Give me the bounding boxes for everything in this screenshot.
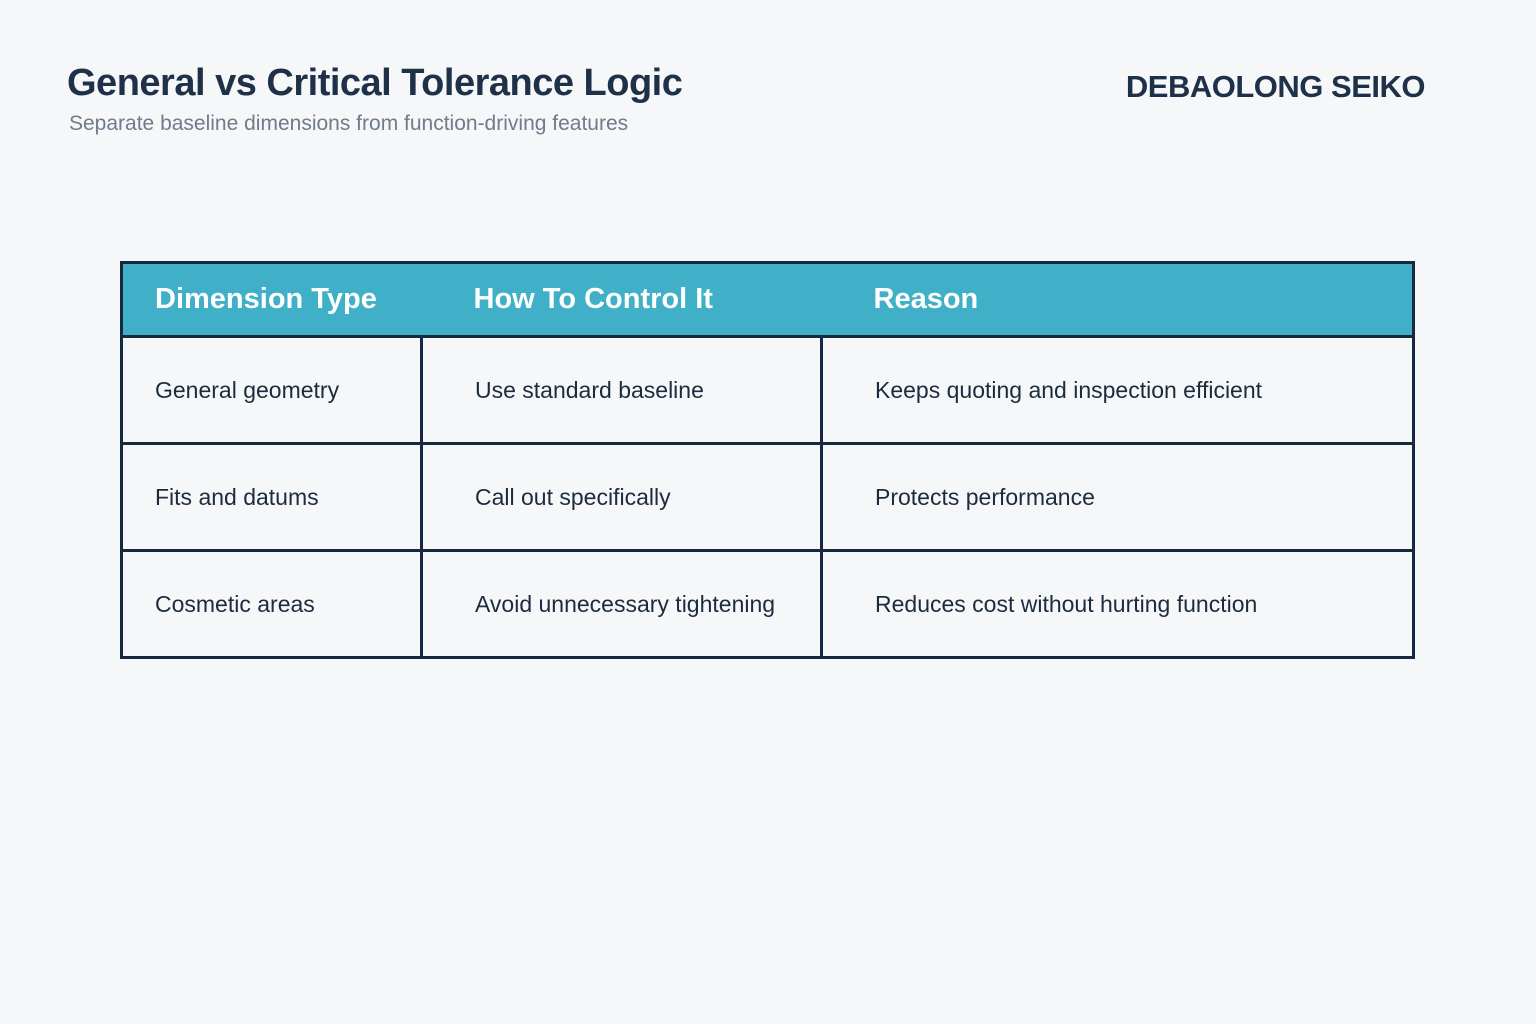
table-row: Cosmetic areas Avoid unnecessary tighten…: [120, 549, 1415, 659]
column-header-reason: Reason: [821, 262, 1414, 338]
table-cell: General geometry: [120, 335, 423, 445]
table-row: General geometry Use standard baseline K…: [120, 335, 1415, 445]
table-cell: Avoid unnecessary tightening: [420, 549, 823, 659]
table-cell: Protects performance: [820, 442, 1415, 552]
page-subtitle: Separate baseline dimensions from functi…: [69, 112, 629, 135]
table-row: Fits and datums Call out specifically Pr…: [120, 442, 1415, 552]
column-header-dimension-type: Dimension Type: [121, 262, 422, 338]
brand-name: DEBAOLONG SEIKO: [1125, 69, 1426, 104]
table-cell: Reduces cost without hurting function: [820, 549, 1415, 659]
tolerance-table: Dimension Type How To Control It Reason …: [120, 261, 1415, 659]
table-cell: Cosmetic areas: [120, 549, 423, 659]
table-cell: Fits and datums: [120, 442, 423, 552]
table-cell: Call out specifically: [420, 442, 823, 552]
table-cell: Use standard baseline: [420, 335, 823, 445]
column-header-how-to-control: How To Control It: [421, 262, 822, 338]
table-cell: Keeps quoting and inspection efficient: [820, 335, 1415, 445]
table-header-row: Dimension Type How To Control It Reason: [121, 262, 1414, 338]
page-title: General vs Critical Tolerance Logic: [67, 62, 683, 104]
